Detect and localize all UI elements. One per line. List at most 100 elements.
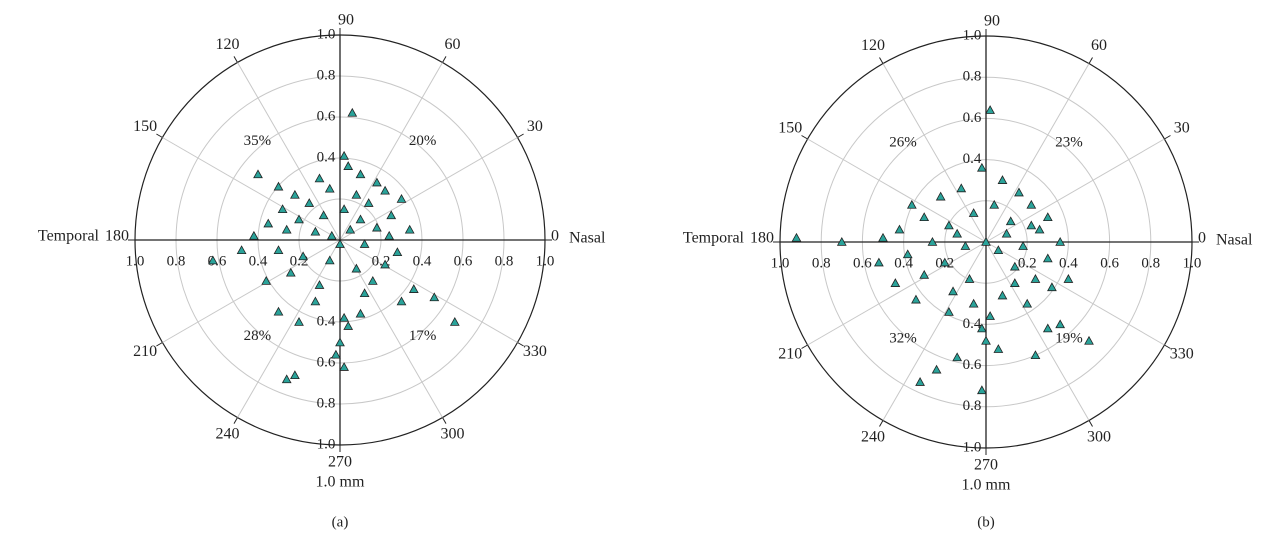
data-point xyxy=(989,199,1000,209)
data-point xyxy=(931,364,942,374)
radial-tick-label: 0.4 xyxy=(963,316,982,332)
data-point xyxy=(1014,187,1024,197)
data-point xyxy=(1022,298,1033,308)
data-point xyxy=(993,245,1004,255)
grid-spoke xyxy=(339,137,518,241)
angle-label: 150 xyxy=(133,118,157,135)
quadrant-percentage-q4: 17% xyxy=(409,328,437,344)
angle-label: 210 xyxy=(133,343,157,360)
data-point xyxy=(396,193,407,203)
unit-label: 1.0 mm xyxy=(316,474,365,491)
angle-label: 330 xyxy=(523,343,547,360)
grid-spoke xyxy=(807,241,987,346)
unit-label: 1.0 mm xyxy=(962,477,1011,494)
temporal-label: Temporal xyxy=(38,228,100,245)
grid-spoke xyxy=(162,137,341,241)
data-point xyxy=(1009,261,1020,271)
radial-tick-label: 0.8 xyxy=(495,253,514,269)
grid-spoke xyxy=(985,138,1165,243)
data-point xyxy=(997,290,1008,300)
radial-tick-label: 0.8 xyxy=(167,253,186,269)
data-point xyxy=(249,230,259,240)
data-point xyxy=(429,292,440,302)
angle-tick xyxy=(879,420,884,427)
data-point xyxy=(380,185,390,195)
data-point xyxy=(1063,274,1074,283)
data-point xyxy=(335,337,345,347)
angle-label: 240 xyxy=(861,428,885,445)
radial-tick-label: 0.6 xyxy=(963,110,982,126)
radial-tick-label: 0.8 xyxy=(317,395,336,411)
quadrant-percentage-q3: 32% xyxy=(889,330,917,346)
angle-label: 0 xyxy=(1198,230,1206,247)
data-point xyxy=(977,323,987,333)
angle-label: 90 xyxy=(338,12,354,29)
data-point xyxy=(345,224,356,234)
data-point xyxy=(359,239,370,248)
data-point xyxy=(386,210,397,220)
radial-tick-label: 0.2 xyxy=(1018,255,1037,271)
data-point xyxy=(1001,228,1012,238)
radial-tick-label: 0.8 xyxy=(963,69,982,85)
angle-tick xyxy=(801,344,808,349)
data-point xyxy=(298,251,308,261)
grid-spoke xyxy=(882,241,987,421)
data-point xyxy=(981,335,991,345)
data-point xyxy=(1030,350,1041,360)
quadrant-percentage-q1: 23% xyxy=(1055,134,1083,150)
radial-tick-label: 1.0 xyxy=(317,436,336,452)
data-point xyxy=(290,189,300,199)
angle-tick xyxy=(156,342,163,347)
angle-tick xyxy=(517,133,524,138)
grid-spoke xyxy=(237,239,341,418)
data-point xyxy=(347,107,358,117)
data-point xyxy=(331,349,341,359)
angle-label: 270 xyxy=(974,457,998,474)
data-point xyxy=(281,374,292,384)
data-point xyxy=(944,307,954,316)
angle-tick xyxy=(1088,57,1093,64)
quadrant-percentage-q2: 35% xyxy=(244,133,272,149)
data-point xyxy=(339,150,349,160)
angle-tick xyxy=(233,417,238,424)
angle-label: 90 xyxy=(984,13,1000,30)
data-point xyxy=(355,169,366,179)
angle-label: 180 xyxy=(750,230,774,247)
data-point xyxy=(273,306,284,316)
polar-chart-b: 0 30 60 90 120 150 180 210 240 270 300 330 Temporal N… xyxy=(683,13,1253,531)
panel-caption: (a) xyxy=(332,514,349,530)
angle-label: 120 xyxy=(216,36,240,53)
data-point xyxy=(404,224,415,234)
data-point xyxy=(997,175,1008,184)
data-point xyxy=(985,105,995,114)
angle-tick xyxy=(801,135,808,140)
data-point xyxy=(968,208,979,217)
data-point xyxy=(339,362,349,371)
grid-spoke xyxy=(162,239,341,343)
radial-tick-label: 0.4 xyxy=(963,151,982,167)
angle-tick xyxy=(879,57,884,64)
data-point xyxy=(339,204,349,214)
data-point xyxy=(359,288,370,298)
polar-chart-a: 0 30 60 90 120 150 180 210 240 270 300 330 Temporal N… xyxy=(38,12,606,531)
data-point xyxy=(351,263,362,273)
radial-tick-label: 0.4 xyxy=(249,253,268,269)
grid-spoke xyxy=(339,62,443,241)
data-point xyxy=(318,210,329,220)
data-point xyxy=(977,385,987,395)
radial-tick-label: 1.0 xyxy=(963,27,982,43)
radial-tick-label: 1.0 xyxy=(1183,255,1202,271)
angle-tick xyxy=(1164,344,1171,349)
data-point xyxy=(236,245,247,255)
data-point xyxy=(372,177,382,187)
data-point xyxy=(1026,220,1037,230)
data-point xyxy=(1055,236,1066,246)
angle-label: 0 xyxy=(551,228,559,245)
data-point xyxy=(952,352,963,362)
data-point xyxy=(944,220,954,230)
radial-tick-label: 0.6 xyxy=(317,354,336,370)
data-point xyxy=(261,275,272,285)
data-point xyxy=(294,214,304,224)
data-point xyxy=(919,269,930,279)
data-point xyxy=(273,245,284,255)
